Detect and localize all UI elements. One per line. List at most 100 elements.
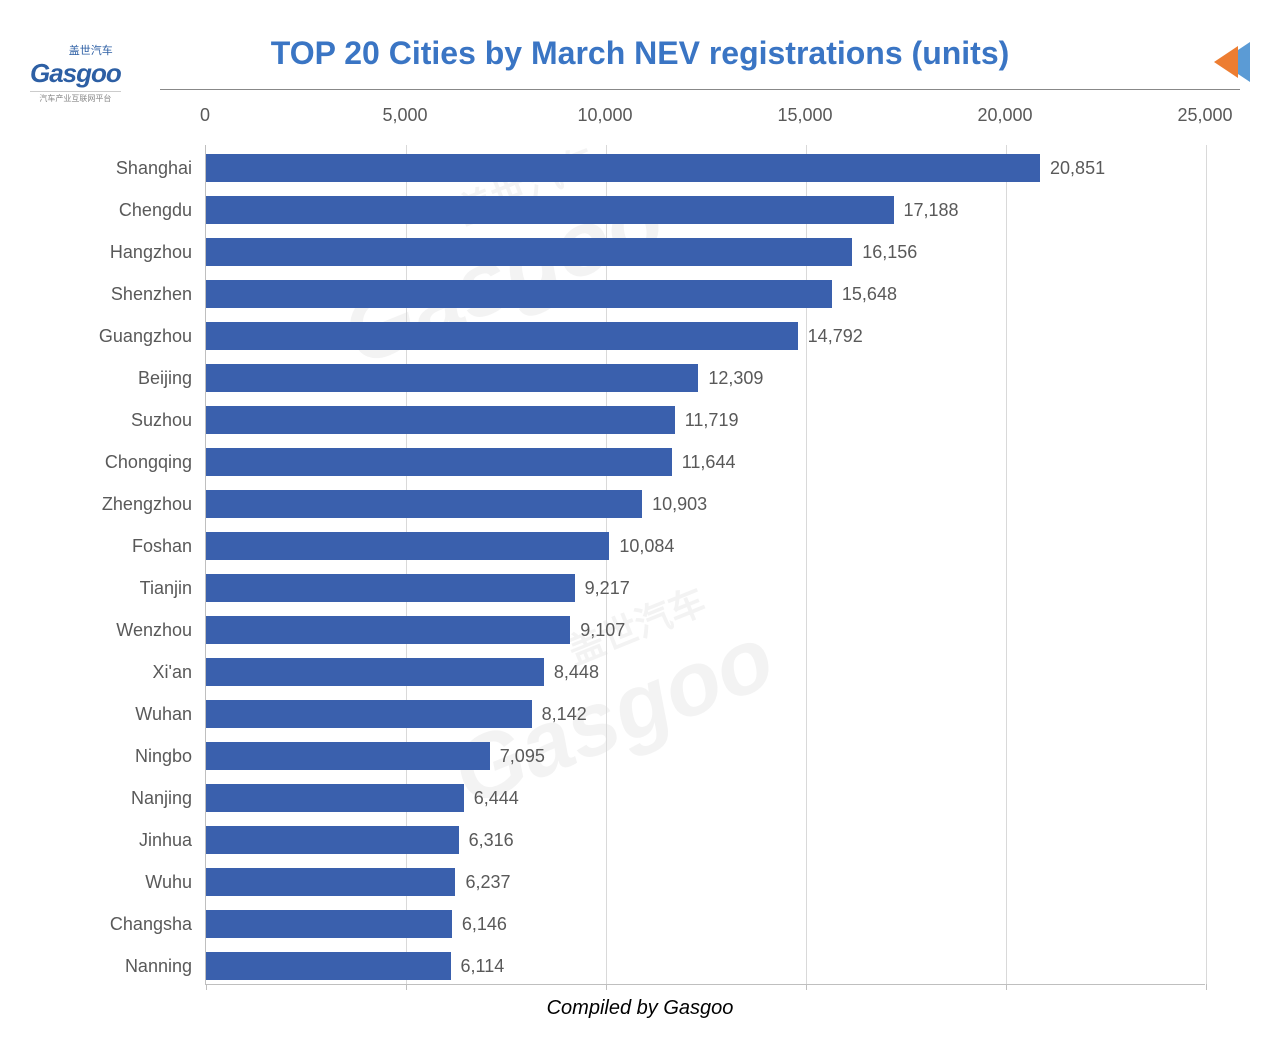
value-label: 6,237 bbox=[455, 872, 510, 893]
bar bbox=[206, 952, 451, 980]
y-axis-label: Guangzhou bbox=[99, 326, 206, 347]
bar-row: Wuhan8,142 bbox=[206, 693, 1205, 735]
bar-row: Wenzhou9,107 bbox=[206, 609, 1205, 651]
bar-row: Zhengzhou10,903 bbox=[206, 483, 1205, 525]
x-tick-label: 25,000 bbox=[1177, 105, 1232, 126]
brand-logo: 盖世汽车 Gasgoo 汽车产业互联网平台 bbox=[30, 42, 121, 104]
bar bbox=[206, 532, 609, 560]
bar-row: Chengdu17,188 bbox=[206, 189, 1205, 231]
x-axis: 05,00010,00015,00020,00025,000 bbox=[205, 105, 1205, 145]
x-tick-label: 0 bbox=[200, 105, 210, 126]
bar-row: Beijing12,309 bbox=[206, 357, 1205, 399]
value-label: 6,444 bbox=[464, 788, 519, 809]
bar bbox=[206, 700, 532, 728]
value-label: 11,644 bbox=[672, 452, 736, 473]
header: 盖世汽车 Gasgoo 汽车产业互联网平台 TOP 20 Cities by M… bbox=[0, 0, 1280, 90]
bar bbox=[206, 406, 675, 434]
value-label: 8,448 bbox=[544, 662, 599, 683]
y-axis-label: Xi'an bbox=[153, 662, 206, 683]
bar bbox=[206, 448, 672, 476]
value-label: 10,084 bbox=[609, 536, 674, 557]
corner-triangle-icon bbox=[1190, 42, 1250, 87]
value-label: 6,316 bbox=[459, 830, 514, 851]
y-axis-label: Tianjin bbox=[140, 578, 206, 599]
bar bbox=[206, 616, 570, 644]
value-label: 10,903 bbox=[642, 494, 707, 515]
bar-row: Suzhou11,719 bbox=[206, 399, 1205, 441]
bar-row: Jinhua6,316 bbox=[206, 819, 1205, 861]
y-axis-label: Wuhu bbox=[145, 872, 206, 893]
value-label: 11,719 bbox=[675, 410, 739, 431]
logo-sub: 汽车产业互联网平台 bbox=[30, 91, 121, 104]
y-axis-label: Ningbo bbox=[135, 746, 206, 767]
chart-area: 05,00010,00015,00020,00025,000 盖世汽车 Gasg… bbox=[205, 105, 1205, 985]
chart-title: TOP 20 Cities by March NEV registrations… bbox=[0, 20, 1280, 72]
value-label: 6,146 bbox=[452, 914, 507, 935]
bar bbox=[206, 784, 464, 812]
y-axis-label: Nanjing bbox=[131, 788, 206, 809]
bar-row: Chongqing11,644 bbox=[206, 441, 1205, 483]
bar-row: Shanghai20,851 bbox=[206, 147, 1205, 189]
y-axis-label: Shanghai bbox=[116, 158, 206, 179]
bar bbox=[206, 826, 459, 854]
plot-area: 盖世汽车 Gasgoo 盖世汽车 Gasgoo Shanghai20,851Ch… bbox=[205, 145, 1205, 985]
value-label: 8,142 bbox=[532, 704, 587, 725]
y-axis-label: Beijing bbox=[138, 368, 206, 389]
x-tick-label: 20,000 bbox=[977, 105, 1032, 126]
y-axis-label: Wenzhou bbox=[116, 620, 206, 641]
bar bbox=[206, 742, 490, 770]
bar-row: Xi'an8,448 bbox=[206, 651, 1205, 693]
bar bbox=[206, 238, 852, 266]
bar bbox=[206, 322, 798, 350]
bar bbox=[206, 154, 1040, 182]
y-axis-label: Suzhou bbox=[131, 410, 206, 431]
gridline bbox=[1206, 145, 1207, 984]
y-axis-label: Shenzhen bbox=[111, 284, 206, 305]
y-axis-label: Chengdu bbox=[119, 200, 206, 221]
bar-row: Nanjing6,444 bbox=[206, 777, 1205, 819]
bar-row: Ningbo7,095 bbox=[206, 735, 1205, 777]
value-label: 20,851 bbox=[1040, 158, 1105, 179]
bar bbox=[206, 280, 832, 308]
y-axis-label: Zhengzhou bbox=[102, 494, 206, 515]
x-tick-label: 5,000 bbox=[382, 105, 427, 126]
bar bbox=[206, 196, 894, 224]
y-axis-label: Nanning bbox=[125, 956, 206, 977]
bar-row: Foshan10,084 bbox=[206, 525, 1205, 567]
bar-row: Tianjin9,217 bbox=[206, 567, 1205, 609]
bar-row: Shenzhen15,648 bbox=[206, 273, 1205, 315]
bar bbox=[206, 910, 452, 938]
y-axis-label: Foshan bbox=[132, 536, 206, 557]
value-label: 7,095 bbox=[490, 746, 545, 767]
bar-row: Hangzhou16,156 bbox=[206, 231, 1205, 273]
bar bbox=[206, 868, 455, 896]
bar-row: Guangzhou14,792 bbox=[206, 315, 1205, 357]
value-label: 15,648 bbox=[832, 284, 897, 305]
x-tick-label: 10,000 bbox=[577, 105, 632, 126]
value-label: 6,114 bbox=[451, 956, 505, 977]
chart-caption: Compiled by Gasgoo bbox=[0, 997, 1280, 1020]
y-axis-label: Wuhan bbox=[135, 704, 206, 725]
bar-row: Changsha6,146 bbox=[206, 903, 1205, 945]
value-label: 9,217 bbox=[575, 578, 630, 599]
x-tick-mark bbox=[1206, 984, 1207, 990]
logo-main: Gasgoo bbox=[30, 58, 121, 89]
value-label: 17,188 bbox=[894, 200, 959, 221]
bar bbox=[206, 574, 575, 602]
bar bbox=[206, 364, 698, 392]
y-axis-label: Jinhua bbox=[139, 830, 206, 851]
y-axis-label: Chongqing bbox=[105, 452, 206, 473]
value-label: 14,792 bbox=[798, 326, 863, 347]
bar-row: Wuhu6,237 bbox=[206, 861, 1205, 903]
logo-chinese: 盖世汽车 bbox=[30, 42, 121, 58]
y-axis-label: Changsha bbox=[110, 914, 206, 935]
value-label: 16,156 bbox=[852, 242, 917, 263]
bar-row: Nanning6,114 bbox=[206, 945, 1205, 987]
value-label: 9,107 bbox=[570, 620, 625, 641]
bar bbox=[206, 658, 544, 686]
value-label: 12,309 bbox=[698, 368, 763, 389]
bar bbox=[206, 490, 642, 518]
title-underline bbox=[160, 89, 1240, 90]
y-axis-label: Hangzhou bbox=[110, 242, 206, 263]
x-tick-label: 15,000 bbox=[777, 105, 832, 126]
